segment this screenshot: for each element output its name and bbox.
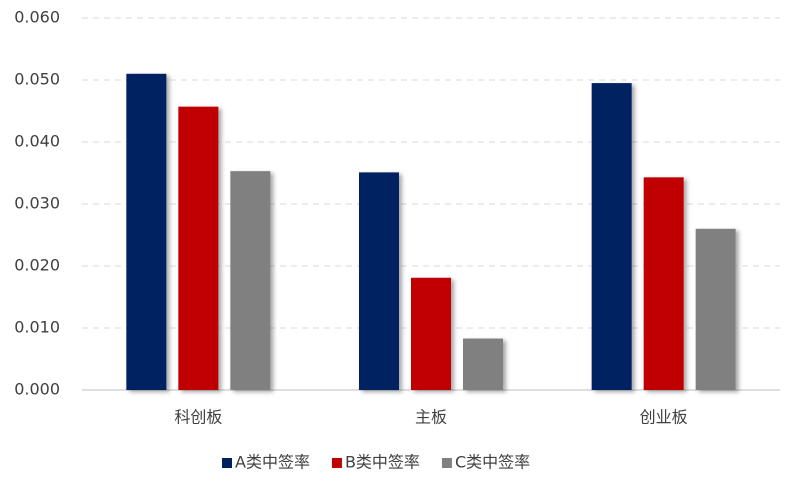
bar bbox=[463, 338, 503, 390]
y-tick-label: 0.060 bbox=[14, 8, 60, 27]
legend-label: B类中签率 bbox=[345, 453, 420, 472]
y-tick-label: 0.010 bbox=[14, 318, 60, 337]
bar bbox=[359, 172, 399, 390]
legend-swatch bbox=[222, 458, 232, 468]
legend-swatch bbox=[331, 458, 342, 468]
bar bbox=[695, 228, 736, 390]
legend-label: C类中签率 bbox=[455, 453, 530, 472]
x-tick-label: 主板 bbox=[415, 408, 447, 427]
legend-swatch bbox=[441, 458, 452, 468]
bar bbox=[643, 177, 684, 390]
y-tick-label: 0.040 bbox=[14, 132, 60, 151]
bar bbox=[178, 106, 219, 390]
bar bbox=[591, 83, 632, 390]
x-tick-label: 科创板 bbox=[174, 408, 222, 427]
y-tick-label: 0.050 bbox=[14, 70, 60, 89]
legend-label: A类中签率 bbox=[235, 453, 310, 472]
bar bbox=[230, 171, 271, 390]
x-tick-label: 创业板 bbox=[640, 408, 688, 427]
y-tick-label: 0.020 bbox=[14, 256, 60, 275]
y-tick-label: 0.000 bbox=[14, 380, 60, 399]
bar bbox=[126, 73, 167, 391]
y-tick-label: 0.030 bbox=[14, 194, 60, 213]
bar bbox=[411, 277, 451, 390]
